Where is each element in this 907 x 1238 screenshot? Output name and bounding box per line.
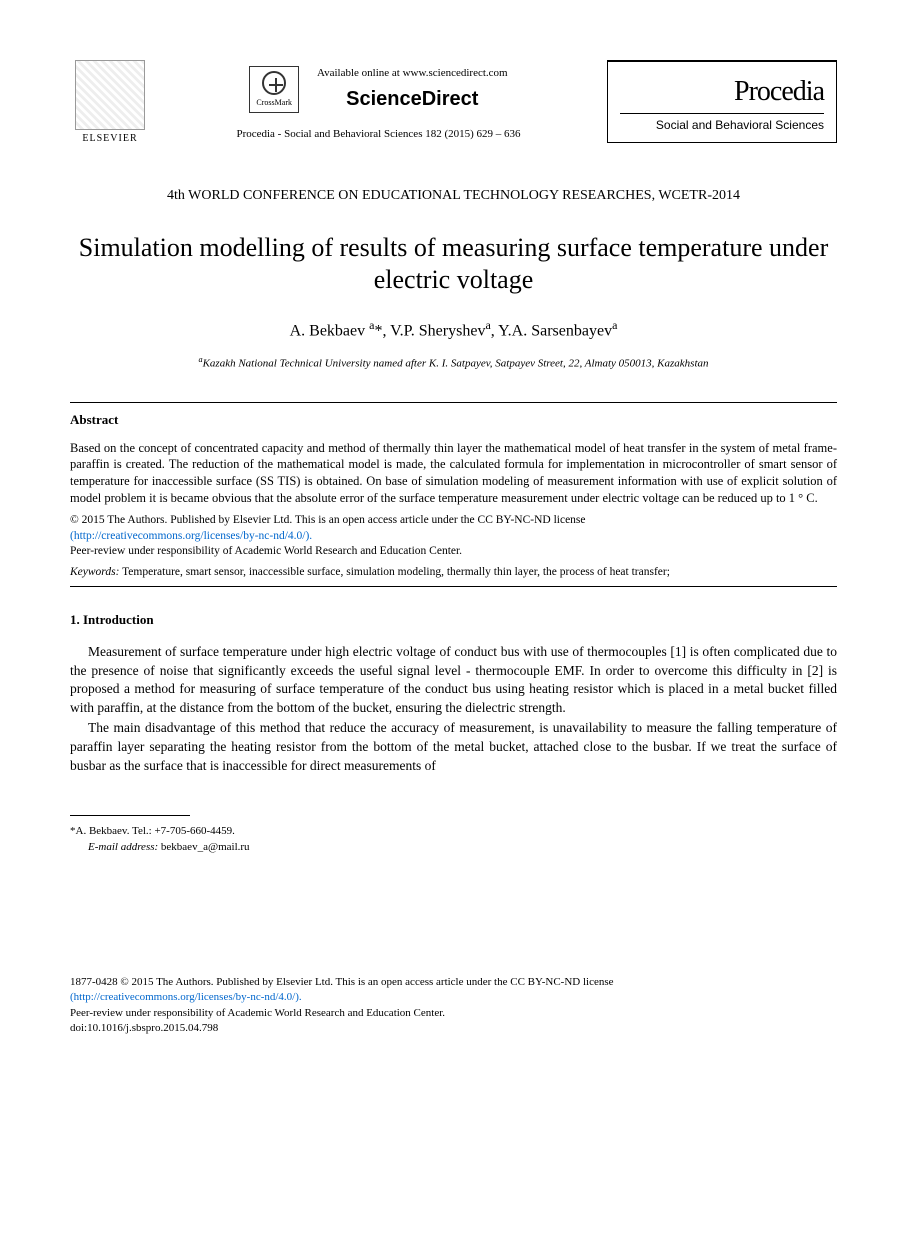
intro-para-1: Measurement of surface temperature under… bbox=[70, 643, 837, 718]
citation-line: Procedia - Social and Behavioral Science… bbox=[150, 127, 607, 142]
footnote-contact: *A. Bekbaev. Tel.: +7-705-660-4459. bbox=[70, 824, 837, 839]
conference-name: 4th WORLD CONFERENCE ON EDUCATIONAL TECH… bbox=[70, 186, 837, 206]
rule-bottom bbox=[70, 586, 837, 587]
rule-top bbox=[70, 402, 837, 403]
intro-para-2: The main disadvantage of this method tha… bbox=[70, 719, 837, 775]
footer-peer-review: Peer-review under responsibility of Acad… bbox=[70, 1007, 445, 1019]
elsevier-logo-block: ELSEVIER bbox=[70, 60, 150, 146]
footnote-email: bekbaev_a@mail.ru bbox=[158, 841, 249, 853]
authors: A. Bekbaev a*, V.P. Sherysheva, Y.A. Sar… bbox=[70, 317, 837, 343]
header-center: CrossMark Available online at www.scienc… bbox=[150, 60, 607, 143]
footnote-separator bbox=[70, 815, 190, 816]
crossmark-label: CrossMark bbox=[256, 97, 292, 108]
sciencedirect-block: Available online at www.sciencedirect.co… bbox=[317, 66, 508, 127]
elsevier-tree-icon bbox=[75, 60, 145, 130]
crossmark-icon bbox=[262, 71, 286, 95]
abstract-heading: Abstract bbox=[70, 411, 837, 429]
footnote-email-label: E-mail address: bbox=[88, 841, 158, 853]
elsevier-label: ELSEVIER bbox=[82, 132, 137, 146]
available-online-text: Available online at www.sciencedirect.co… bbox=[317, 66, 508, 81]
peer-review-line: Peer-review under responsibility of Acad… bbox=[70, 545, 462, 557]
paper-title: Simulation modelling of results of measu… bbox=[70, 232, 837, 297]
copyright-line: © 2015 The Authors. Published by Elsevie… bbox=[70, 514, 586, 526]
license-link[interactable]: (http://creativecommons.org/licenses/by-… bbox=[70, 530, 312, 542]
procedia-title: Procedia bbox=[620, 72, 824, 111]
keywords-label: Keywords: bbox=[70, 566, 119, 578]
keywords-line: Keywords: Temperature, smart sensor, ina… bbox=[70, 564, 837, 580]
procedia-subtitle: Social and Behavioral Sciences bbox=[620, 113, 824, 134]
keywords-text: Temperature, smart sensor, inaccessible … bbox=[119, 566, 670, 578]
copyright-block: © 2015 The Authors. Published by Elsevie… bbox=[70, 513, 837, 560]
crossmark-badge[interactable]: CrossMark bbox=[249, 66, 299, 113]
introduction-heading: 1. Introduction bbox=[70, 611, 837, 629]
footer-doi: doi:10.1016/j.sbspro.2015.04.798 bbox=[70, 1022, 218, 1034]
header-row: ELSEVIER CrossMark Available online at w… bbox=[70, 60, 837, 146]
footer-block: 1877-0428 © 2015 The Authors. Published … bbox=[70, 975, 837, 1037]
abstract-text: Based on the concept of concentrated cap… bbox=[70, 440, 837, 508]
sciencedirect-logo: ScienceDirect bbox=[317, 85, 508, 113]
footnote-block: *A. Bekbaev. Tel.: +7-705-660-4459. E-ma… bbox=[70, 824, 837, 855]
footer-copyright: 1877-0428 © 2015 The Authors. Published … bbox=[70, 976, 614, 988]
footer-license-link[interactable]: (http://creativecommons.org/licenses/by-… bbox=[70, 991, 302, 1003]
procedia-box: Procedia Social and Behavioral Sciences bbox=[607, 60, 837, 143]
affiliation: aKazakh National Technical University na… bbox=[70, 354, 837, 372]
